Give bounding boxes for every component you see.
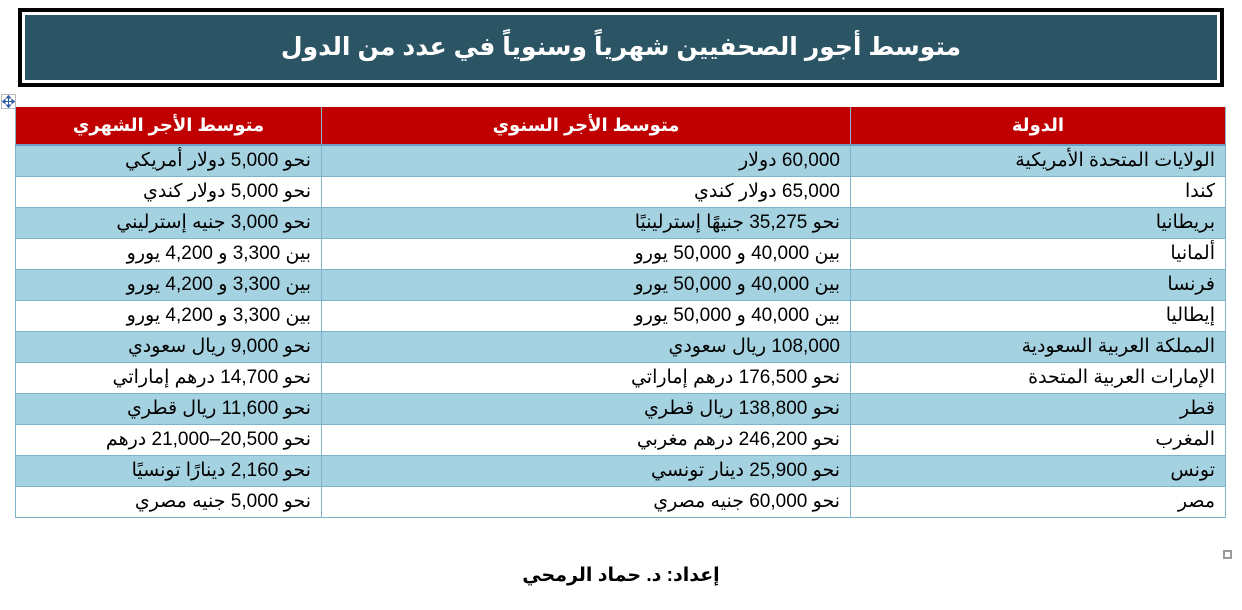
column-header-country: الدولة bbox=[850, 107, 1226, 146]
salary-table-container: الدولة متوسط الأجر السنوي متوسط الأجر ال… bbox=[15, 107, 1226, 518]
table-row: كندا 65,000 دولار كندي نحو 5,000 دولار كند… bbox=[15, 175, 1226, 208]
cell-country: تونس bbox=[850, 454, 1226, 487]
title-banner-fill: متوسط أجور الصحفيين شهرياً وسنوياً في عد… bbox=[25, 15, 1217, 80]
cell-monthly: نحو 5,000 دولار كندي bbox=[15, 175, 322, 208]
table-body: الولايات المتحدة الأمريكية 60,000 دولار نح… bbox=[15, 144, 1226, 518]
title-banner-inner-frame: متوسط أجور الصحفيين شهرياً وسنوياً في عد… bbox=[22, 12, 1220, 83]
table-resize-handle[interactable] bbox=[1223, 550, 1232, 559]
cell-annual: نحو 246,200 درهم مغربي bbox=[321, 423, 851, 456]
author-credit: إعداد: د. حماد الرمحي bbox=[522, 565, 720, 586]
cell-annual: 65,000 دولار كندي bbox=[321, 175, 851, 208]
page-title: متوسط أجور الصحفيين شهرياً وسنوياً في عد… bbox=[280, 32, 962, 61]
cell-annual: نحو 25,900 دينار تونسي bbox=[321, 454, 851, 487]
cell-monthly: نحو 11,600 ريال قطري bbox=[15, 392, 322, 425]
cell-monthly: بين 3,300 و 4,200 يورو bbox=[15, 237, 322, 270]
cell-annual: نحو 60,000 جنيه مصري bbox=[321, 485, 851, 518]
column-header-annual-salary: متوسط الأجر السنوي bbox=[321, 107, 851, 146]
cell-monthly: نحو 2,160 دينارًا تونسيًا bbox=[15, 454, 322, 487]
table-row: فرنسا بين 40,000 و 50,000 يورو بين 3,300 و… bbox=[15, 268, 1226, 301]
cell-annual: 108,000 ريال سعودي bbox=[321, 330, 851, 363]
table-header-row: الدولة متوسط الأجر السنوي متوسط الأجر ال… bbox=[15, 107, 1226, 146]
cell-country: فرنسا bbox=[850, 268, 1226, 301]
cell-monthly: نحو 3,000 جنيه إسترليني bbox=[15, 206, 322, 239]
table-header: الدولة متوسط الأجر السنوي متوسط الأجر ال… bbox=[15, 107, 1226, 146]
cell-annual: 60,000 دولار bbox=[321, 144, 851, 177]
cell-country: إيطاليا bbox=[850, 299, 1226, 332]
cell-country: ألمانيا bbox=[850, 237, 1226, 270]
cell-monthly: بين 3,300 و 4,200 يورو bbox=[15, 299, 322, 332]
cell-monthly: نحو 14,700 درهم إماراتي bbox=[15, 361, 322, 394]
cell-monthly: بين 3,300 و 4,200 يورو bbox=[15, 268, 322, 301]
cell-country: المملكة العربية السعودية bbox=[850, 330, 1226, 363]
table-row: المغرب نحو 246,200 درهم مغربي نحو 20,500–2… bbox=[15, 423, 1226, 456]
table-row: قطر نحو 138,800 ريال قطري نحو 11,600 ريال … bbox=[15, 392, 1226, 425]
cell-annual: نحو 35,275 جنيهًا إسترلينيًا bbox=[321, 206, 851, 239]
cell-country: قطر bbox=[850, 392, 1226, 425]
column-header-monthly-salary: متوسط الأجر الشهري bbox=[15, 107, 322, 146]
cell-country: مصر bbox=[850, 485, 1226, 518]
cell-monthly: نحو 9,000 ريال سعودي bbox=[15, 330, 322, 363]
table-row: إيطاليا بين 40,000 و 50,000 يورو بين 3,300… bbox=[15, 299, 1226, 332]
cell-annual: بين 40,000 و 50,000 يورو bbox=[321, 299, 851, 332]
cell-country: كندا bbox=[850, 175, 1226, 208]
table-row: بريطانيا نحو 35,275 جنيهًا إسترلينيًا نحو … bbox=[15, 206, 1226, 239]
cell-monthly: نحو 5,000 دولار أمريكي bbox=[15, 144, 322, 177]
cell-annual: نحو 138,800 ريال قطري bbox=[321, 392, 851, 425]
cell-annual: بين 40,000 و 50,000 يورو bbox=[321, 268, 851, 301]
table-row: تونس نحو 25,900 دينار تونسي نحو 2,160 دينا… bbox=[15, 454, 1226, 487]
cell-monthly: نحو 5,000 جنيه مصري bbox=[15, 485, 322, 518]
title-banner: متوسط أجور الصحفيين شهرياً وسنوياً في عد… bbox=[18, 8, 1224, 87]
cell-country: الولايات المتحدة الأمريكية bbox=[850, 144, 1226, 177]
table-row: الولايات المتحدة الأمريكية 60,000 دولار نح… bbox=[15, 144, 1226, 177]
table-move-handle[interactable] bbox=[1, 94, 16, 109]
salary-table: الدولة متوسط الأجر السنوي متوسط الأجر ال… bbox=[15, 107, 1226, 518]
cell-annual: بين 40,000 و 50,000 يورو bbox=[321, 237, 851, 270]
cell-annual: نحو 176,500 درهم إماراتي bbox=[321, 361, 851, 394]
move-cross-icon bbox=[2, 95, 15, 108]
cell-country: بريطانيا bbox=[850, 206, 1226, 239]
cell-monthly: نحو 20,500–21,000 درهم bbox=[15, 423, 322, 456]
table-row: ألمانيا بين 40,000 و 50,000 يورو بين 3,300… bbox=[15, 237, 1226, 270]
cell-country: المغرب bbox=[850, 423, 1226, 456]
table-row: الإمارات العربية المتحدة نحو 176,500 درهم… bbox=[15, 361, 1226, 394]
table-row: مصر نحو 60,000 جنيه مصري نحو 5,000 جنيه مص… bbox=[15, 485, 1226, 518]
cell-country: الإمارات العربية المتحدة bbox=[850, 361, 1226, 394]
table-row: المملكة العربية السعودية 108,000 ريال سعو… bbox=[15, 330, 1226, 363]
